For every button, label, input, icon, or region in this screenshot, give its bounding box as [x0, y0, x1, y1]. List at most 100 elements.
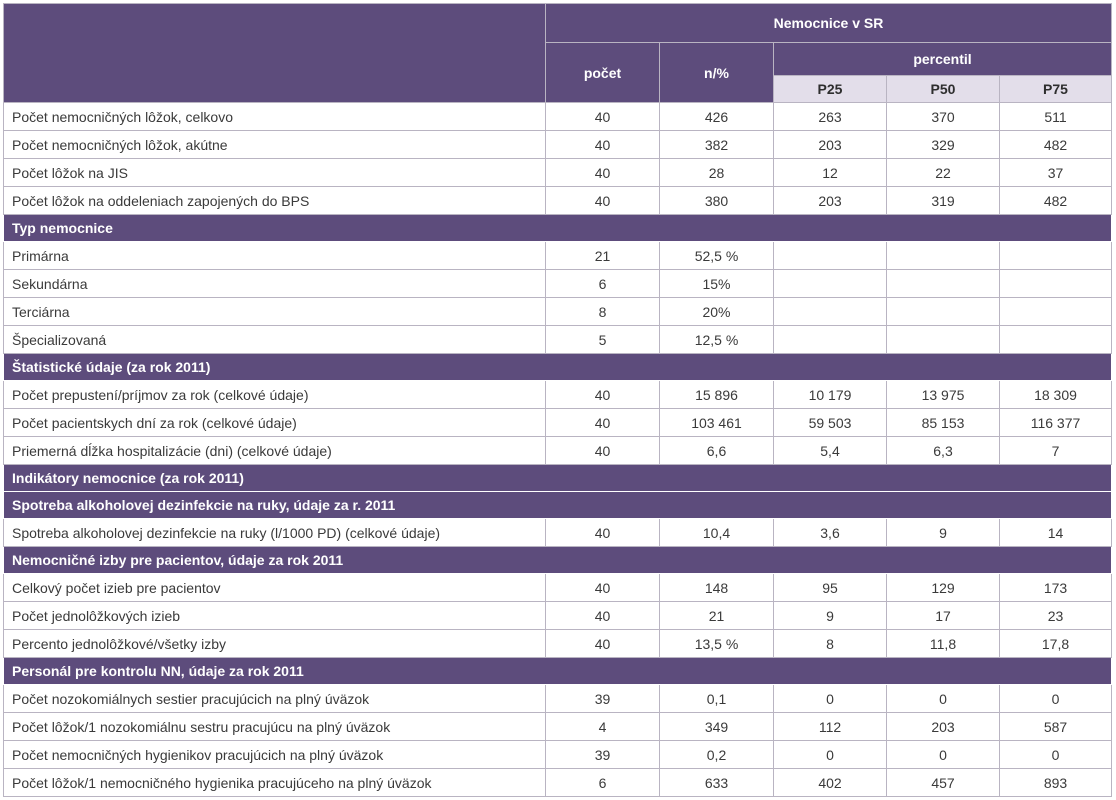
cell-n-percent: 21 [659, 601, 774, 630]
section-title: Typ nemocnice [3, 214, 1112, 242]
cell-count: 39 [545, 684, 660, 713]
cell-count: 40 [545, 601, 660, 630]
row-label: Spotreba alkoholovej dezinfekcie na ruky… [3, 518, 546, 547]
table-row: Spotreba alkoholovej dezinfekcie na ruky… [3, 518, 1112, 547]
header-corner [3, 3, 546, 103]
header-count: počet [545, 42, 660, 103]
cell-n-percent: 0,2 [659, 740, 774, 769]
header-p75: P75 [999, 75, 1112, 103]
row-label: Počet nemocničných lôžok, akútne [3, 130, 546, 159]
header-percentil: percentil [773, 42, 1112, 76]
cell-p75: 116 377 [999, 408, 1112, 437]
table-row: Počet lôžok na oddeleniach zapojených do… [3, 186, 1112, 215]
cell-p50 [886, 241, 1000, 270]
header-n-percent: n/% [659, 42, 774, 103]
cell-p75: 0 [999, 684, 1112, 713]
cell-count: 40 [545, 629, 660, 658]
row-label: Sekundárna [3, 269, 546, 298]
cell-n-percent: 382 [659, 130, 774, 159]
cell-p50: 22 [886, 158, 1000, 187]
section-title: Štatistické údaje (za rok 2011) [3, 353, 1112, 381]
row-label: Počet lôžok na JIS [3, 158, 546, 187]
table-row: Počet lôžok/1 nozokomiálnu sestru pracuj… [3, 712, 1112, 741]
cell-p75 [999, 241, 1112, 270]
section-title: Spotreba alkoholovej dezinfekcie na ruky… [3, 491, 1112, 519]
cell-count: 6 [545, 269, 660, 298]
cell-n-percent: 6,6 [659, 436, 774, 465]
cell-p25: 203 [773, 186, 887, 215]
cell-count: 4 [545, 712, 660, 741]
table-row: Počet jednolôžkových izieb 40 21 9 17 23 [3, 601, 1112, 630]
cell-p75 [999, 325, 1112, 354]
section-header-row: Spotreba alkoholovej dezinfekcie na ruky… [3, 491, 1112, 519]
row-label: Počet prepustení/príjmov za rok (celkové… [3, 380, 546, 409]
table-row: Počet prepustení/príjmov za rok (celkové… [3, 380, 1112, 409]
row-label: Počet nemocničných lôžok, celkovo [3, 102, 546, 131]
section-header-row: Nemocničné izby pre pacientov, údaje za … [3, 546, 1112, 574]
cell-n-percent: 380 [659, 186, 774, 215]
cell-n-percent: 426 [659, 102, 774, 131]
header-group-title: Nemocnice v SR [545, 3, 1112, 43]
cell-p75: 23 [999, 601, 1112, 630]
table-row: Počet nemocničných lôžok, celkovo 40 426 26… [3, 102, 1112, 131]
table-row: Počet pacientskych dní za rok (celkové ú… [3, 408, 1112, 437]
table-row: Počet lôžok/1 nemocničného hygienika pra… [3, 768, 1112, 797]
cell-p50: 6,3 [886, 436, 1000, 465]
cell-p50 [886, 297, 1000, 326]
section-header-row: Personál pre kontrolu NN, údaje za rok 2… [3, 657, 1112, 685]
cell-p75 [999, 297, 1112, 326]
cell-n-percent: 12,5 % [659, 325, 774, 354]
cell-p25: 12 [773, 158, 887, 187]
table-row: Počet nemocničných hygienikov pracujúcic… [3, 740, 1112, 769]
section-header-row: Indikátory nemocnice (za rok 2011) [3, 464, 1112, 492]
cell-p75: 14 [999, 518, 1112, 547]
section-title: Nemocničné izby pre pacientov, údaje za … [3, 546, 1112, 574]
cell-p25: 0 [773, 740, 887, 769]
row-label: Primárna [3, 241, 546, 270]
table-row: Počet nozokomiálnych sestier pracujúcich… [3, 684, 1112, 713]
cell-p25 [773, 269, 887, 298]
row-label: Počet lôžok/1 nemocničného hygienika pra… [3, 768, 546, 797]
cell-p25: 0 [773, 684, 887, 713]
cell-p50: 13 975 [886, 380, 1000, 409]
section-title: Indikátory nemocnice (za rok 2011) [3, 464, 1112, 492]
cell-count: 40 [545, 158, 660, 187]
cell-p25: 263 [773, 102, 887, 131]
cell-p50 [886, 325, 1000, 354]
cell-p25: 95 [773, 573, 887, 602]
table-row: Počet lôžok na JIS 40 28 12 22 37 [3, 158, 1112, 187]
hospital-statistics-table: Nemocnice v SR počet n/% percentil P25 P… [3, 3, 1112, 797]
cell-p25: 59 503 [773, 408, 887, 437]
header-p50: P50 [886, 75, 1000, 103]
cell-p50: 457 [886, 768, 1000, 797]
table-row: Percento jednolôžkové/všetky izby 40 13,5 … [3, 629, 1112, 658]
cell-p75: 7 [999, 436, 1112, 465]
cell-count: 40 [545, 518, 660, 547]
cell-count: 40 [545, 186, 660, 215]
row-label: Terciárna [3, 297, 546, 326]
cell-p25 [773, 325, 887, 354]
cell-n-percent: 10,4 [659, 518, 774, 547]
cell-p50 [886, 269, 1000, 298]
cell-count: 5 [545, 325, 660, 354]
table-row: Priemerná dĺžka hospitalizácie (dni) (ce… [3, 436, 1112, 465]
row-label: Počet lôžok/1 nozokomiálnu sestru pracuj… [3, 712, 546, 741]
cell-p75: 482 [999, 130, 1112, 159]
cell-n-percent: 148 [659, 573, 774, 602]
cell-p25: 203 [773, 130, 887, 159]
cell-n-percent: 349 [659, 712, 774, 741]
cell-p25: 10 179 [773, 380, 887, 409]
cell-p75: 17,8 [999, 629, 1112, 658]
cell-p50: 0 [886, 740, 1000, 769]
cell-p50: 11,8 [886, 629, 1000, 658]
cell-n-percent: 103 461 [659, 408, 774, 437]
cell-n-percent: 52,5 % [659, 241, 774, 270]
table-header: Nemocnice v SR počet n/% percentil P25 P… [3, 3, 1112, 103]
cell-count: 40 [545, 573, 660, 602]
cell-count: 21 [545, 241, 660, 270]
cell-p50: 0 [886, 684, 1000, 713]
cell-p75: 173 [999, 573, 1112, 602]
cell-p75: 37 [999, 158, 1112, 187]
cell-p75: 587 [999, 712, 1112, 741]
cell-p75: 18 309 [999, 380, 1112, 409]
